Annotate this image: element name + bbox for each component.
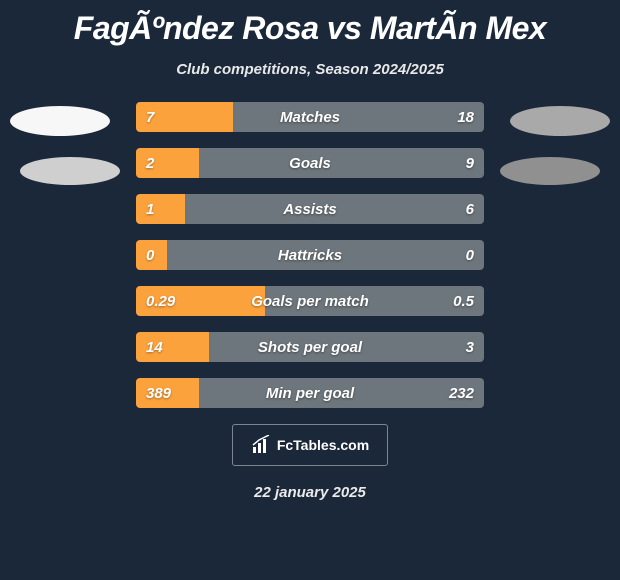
chart-icon xyxy=(251,435,271,455)
stat-left-value: 7 xyxy=(146,109,154,126)
stat-left-segment: 14 xyxy=(136,332,209,362)
stat-right-segment: 0 xyxy=(167,240,484,270)
stat-right-value: 6 xyxy=(466,201,474,218)
stat-left-segment: 0.29 xyxy=(136,286,265,316)
stat-row: 389 232 Min per goal xyxy=(136,378,484,408)
player2-logo-primary xyxy=(510,106,610,136)
stat-left-segment: 389 xyxy=(136,378,199,408)
stat-row: 0.29 0.5 Goals per match xyxy=(136,286,484,316)
stat-right-segment: 0.5 xyxy=(265,286,484,316)
comparison-area: 7 18 Matches 2 9 Goals 1 6 Assists 0 0 H… xyxy=(0,102,620,408)
player1-logo-primary xyxy=(10,106,110,136)
stat-left-value: 2 xyxy=(146,155,154,172)
stat-left-segment: 0 xyxy=(136,240,167,270)
stat-left-value: 0 xyxy=(146,247,154,264)
footer-text: FcTables.com xyxy=(277,437,369,453)
stat-left-value: 1 xyxy=(146,201,154,218)
stat-right-segment: 232 xyxy=(199,378,484,408)
subtitle: Club competitions, Season 2024/2025 xyxy=(0,61,620,78)
stat-right-value: 232 xyxy=(449,385,474,402)
stat-right-value: 0 xyxy=(466,247,474,264)
player2-logo-secondary xyxy=(500,157,600,185)
stat-right-value: 3 xyxy=(466,339,474,356)
stat-right-value: 9 xyxy=(466,155,474,172)
stat-left-segment: 2 xyxy=(136,148,199,178)
stat-row: 14 3 Shots per goal xyxy=(136,332,484,362)
stat-row: 2 9 Goals xyxy=(136,148,484,178)
stat-right-segment: 18 xyxy=(233,102,484,132)
player1-logo-secondary xyxy=(20,157,120,185)
stats-bars: 7 18 Matches 2 9 Goals 1 6 Assists 0 0 H… xyxy=(136,102,484,408)
stat-left-value: 389 xyxy=(146,385,171,402)
stat-right-segment: 3 xyxy=(209,332,484,362)
stat-right-value: 0.5 xyxy=(453,293,474,310)
stat-left-value: 14 xyxy=(146,339,163,356)
stat-left-segment: 1 xyxy=(136,194,185,224)
stat-right-value: 18 xyxy=(457,109,474,126)
stat-left-segment: 7 xyxy=(136,102,233,132)
stat-right-segment: 6 xyxy=(185,194,484,224)
stat-row: 0 0 Hattricks xyxy=(136,240,484,270)
stat-left-value: 0.29 xyxy=(146,293,175,310)
footer-logo[interactable]: FcTables.com xyxy=(232,424,388,466)
stat-row: 1 6 Assists xyxy=(136,194,484,224)
date-label: 22 january 2025 xyxy=(0,484,620,501)
page-title: FagÃºndez Rosa vs MartÃ­n Mex xyxy=(0,0,620,47)
stat-right-segment: 9 xyxy=(199,148,484,178)
stat-row: 7 18 Matches xyxy=(136,102,484,132)
